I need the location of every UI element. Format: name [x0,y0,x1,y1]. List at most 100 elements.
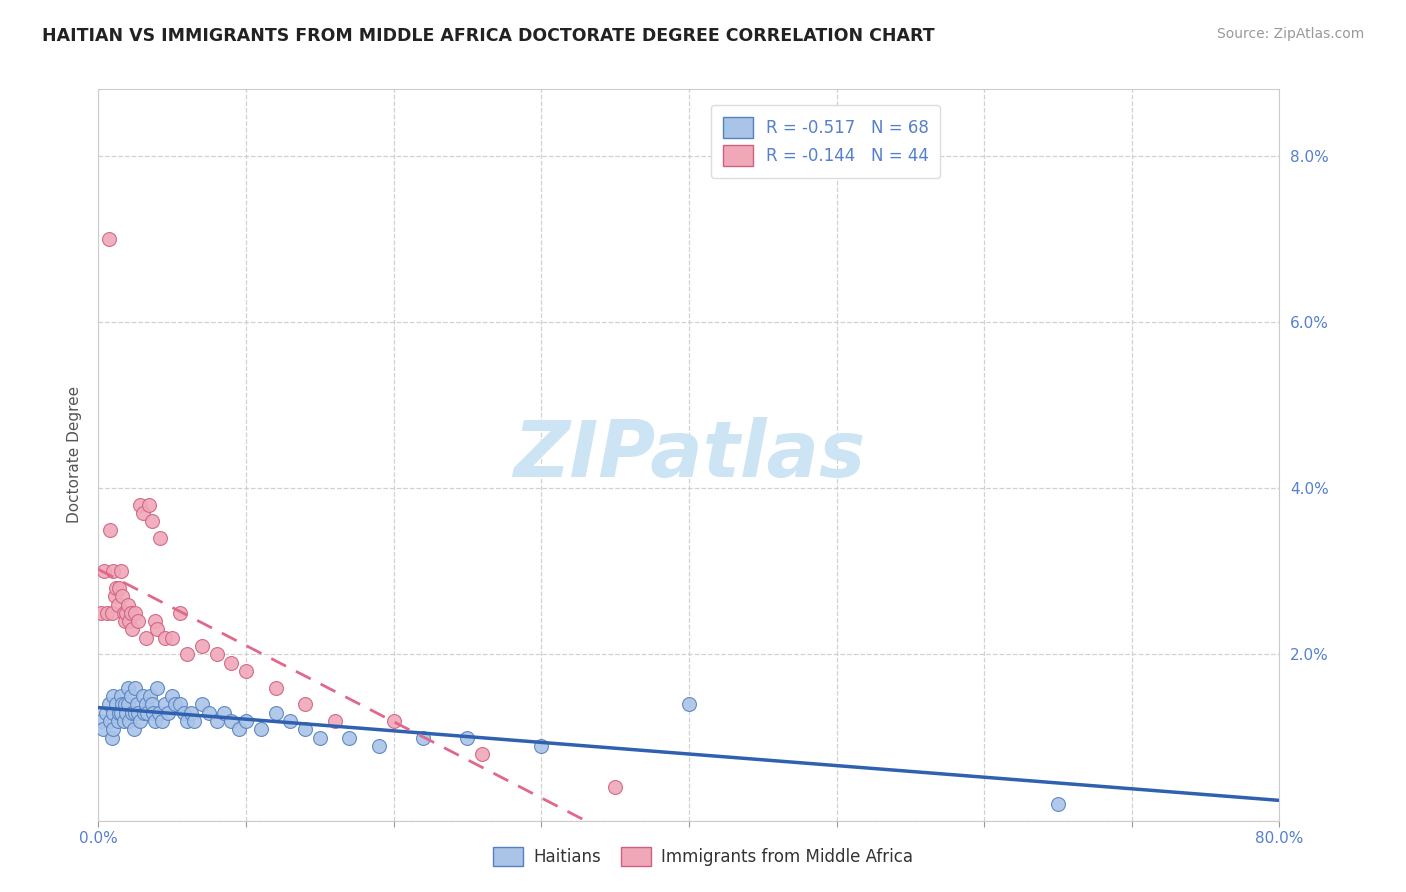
Point [118,614,141,628]
Point [117,598,139,612]
Point [143,714,166,728]
Point [153,631,176,645]
Point [176,714,198,728]
Text: Source: ZipAtlas.com: Source: ZipAtlas.com [1216,27,1364,41]
Point [110,689,132,703]
Point [98,523,121,537]
Point [100,731,122,745]
Point [250,723,273,737]
Point [412,731,434,745]
Point [132,506,155,520]
Point [124,606,146,620]
Point [183,714,205,728]
Point [339,731,360,745]
Point [125,698,148,712]
Point [121,706,143,720]
Point [198,706,221,720]
Point [132,689,155,703]
Point [135,631,157,645]
Point [111,698,134,712]
Point [212,706,235,720]
Point [143,614,166,628]
Point [294,723,316,737]
Point [191,639,214,653]
Point [121,623,143,637]
Point [235,714,257,728]
Point [117,681,139,695]
Point [146,623,169,637]
Point [97,698,120,712]
Point [456,731,478,745]
Text: ZIPatlas: ZIPatlas [513,417,865,493]
Point [530,739,553,753]
Point [294,698,316,712]
Point [156,706,179,720]
Point [127,706,149,720]
Point [169,698,191,712]
Point [139,689,162,703]
Point [309,731,332,745]
Point [108,581,131,595]
Point [176,648,198,662]
Point [122,723,145,737]
Point [114,614,136,628]
Point [1046,797,1069,811]
Point [94,706,117,720]
Point [107,714,129,728]
Point [124,681,146,695]
Point [134,706,156,720]
Point [117,698,139,712]
Legend: Haitians, Immigrants from Middle Africa: Haitians, Immigrants from Middle Africa [485,838,921,875]
Point [173,706,195,720]
Point [103,564,125,578]
Point [136,706,159,720]
Point [368,739,391,753]
Point [142,706,165,720]
Point [103,723,125,737]
Point [107,598,129,612]
Point [235,664,257,678]
Point [100,606,122,620]
Point [165,698,187,712]
Point [278,714,302,728]
Point [114,698,136,712]
Point [264,706,287,720]
Point [128,498,150,512]
Legend: R = -0.517   N = 68, R = -0.144   N = 44: R = -0.517 N = 68, R = -0.144 N = 44 [711,105,941,178]
Point [219,714,242,728]
Y-axis label: Doctorate Degree: Doctorate Degree [67,386,83,524]
Point [678,698,700,712]
Point [605,780,627,795]
Point [471,747,494,761]
Point [127,614,149,628]
Point [205,714,228,728]
Point [96,606,118,620]
Point [141,515,163,529]
Point [115,706,138,720]
Point [93,564,115,578]
Point [108,706,131,720]
Point [205,648,228,662]
Point [191,698,214,712]
Point [91,723,114,737]
Point [141,698,163,712]
Point [112,714,135,728]
Point [120,689,142,703]
Point [105,698,128,712]
Point [148,706,170,720]
Point [153,698,176,712]
Point [110,564,132,578]
Point [111,589,134,603]
Point [124,706,146,720]
Point [162,689,183,703]
Point [98,714,121,728]
Point [146,681,169,695]
Point [228,723,250,737]
Point [115,606,138,620]
Point [149,531,172,545]
Point [90,606,112,620]
Point [169,606,191,620]
Point [110,706,132,720]
Point [104,589,127,603]
Point [138,498,160,512]
